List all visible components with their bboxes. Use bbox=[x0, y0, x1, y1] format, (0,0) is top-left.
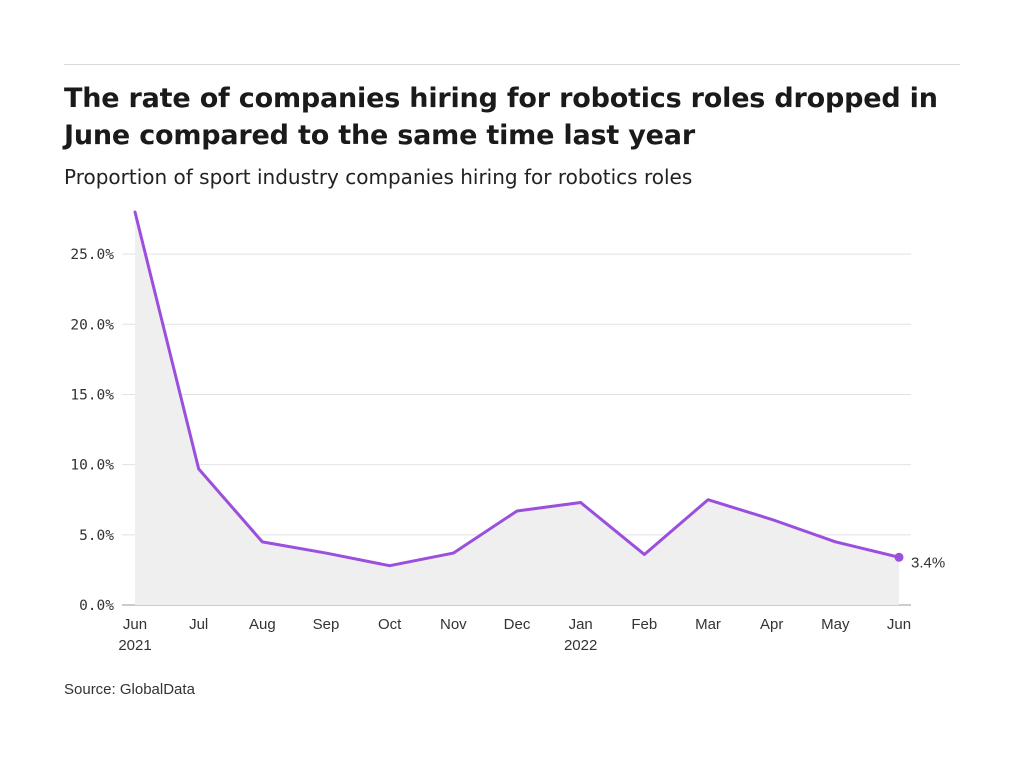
x-tick-label: Dec bbox=[504, 616, 531, 633]
end-value-label: 3.4% bbox=[911, 554, 945, 571]
area-fill bbox=[135, 212, 899, 605]
source-note: Source: GlobalData bbox=[64, 681, 195, 698]
top-rule bbox=[64, 64, 960, 65]
x-tick-label: Jul bbox=[189, 616, 208, 633]
end-point-marker bbox=[894, 552, 904, 562]
y-tick-label: 10.0% bbox=[70, 458, 114, 474]
x-tick-label: May bbox=[821, 616, 850, 633]
y-tick-label: 0.0% bbox=[79, 598, 114, 614]
area-fill-group bbox=[135, 212, 899, 605]
x-tick-label: Mar bbox=[695, 616, 721, 633]
x-tick-label: Jun bbox=[887, 616, 911, 633]
y-tick-label: 5.0% bbox=[79, 528, 114, 544]
x-tick-label: Sep bbox=[313, 616, 340, 633]
series-line-group: 3.4% bbox=[133, 210, 945, 571]
x-tick-label: Oct bbox=[378, 616, 402, 633]
x-tick-label: Apr bbox=[760, 616, 783, 633]
series-line bbox=[133, 210, 901, 568]
chart-subtitle: Proportion of sport industry companies h… bbox=[64, 165, 693, 189]
x-tick-label: Nov bbox=[440, 616, 467, 633]
chart-title: The rate of companies hiring for robotic… bbox=[64, 83, 938, 151]
x-tick-label: Jan 2022 bbox=[564, 616, 597, 654]
x-tick-label: Feb bbox=[631, 616, 657, 633]
y-tick-label: 20.0% bbox=[70, 317, 114, 333]
x-axis: Jun 2021 Jul Aug Sep Oct Nov Dec Jan 2022 Feb Mar Ap… bbox=[118, 616, 911, 654]
x-tick-label: Aug bbox=[249, 616, 276, 633]
y-tick-label: 15.0% bbox=[70, 387, 114, 403]
x-tick-label: Jun 2021 bbox=[118, 616, 151, 654]
y-axis: 0.0% 5.0% 10.0% 15.0% 20.0% 25.0% bbox=[70, 247, 114, 614]
y-tick-label: 25.0% bbox=[70, 247, 114, 263]
